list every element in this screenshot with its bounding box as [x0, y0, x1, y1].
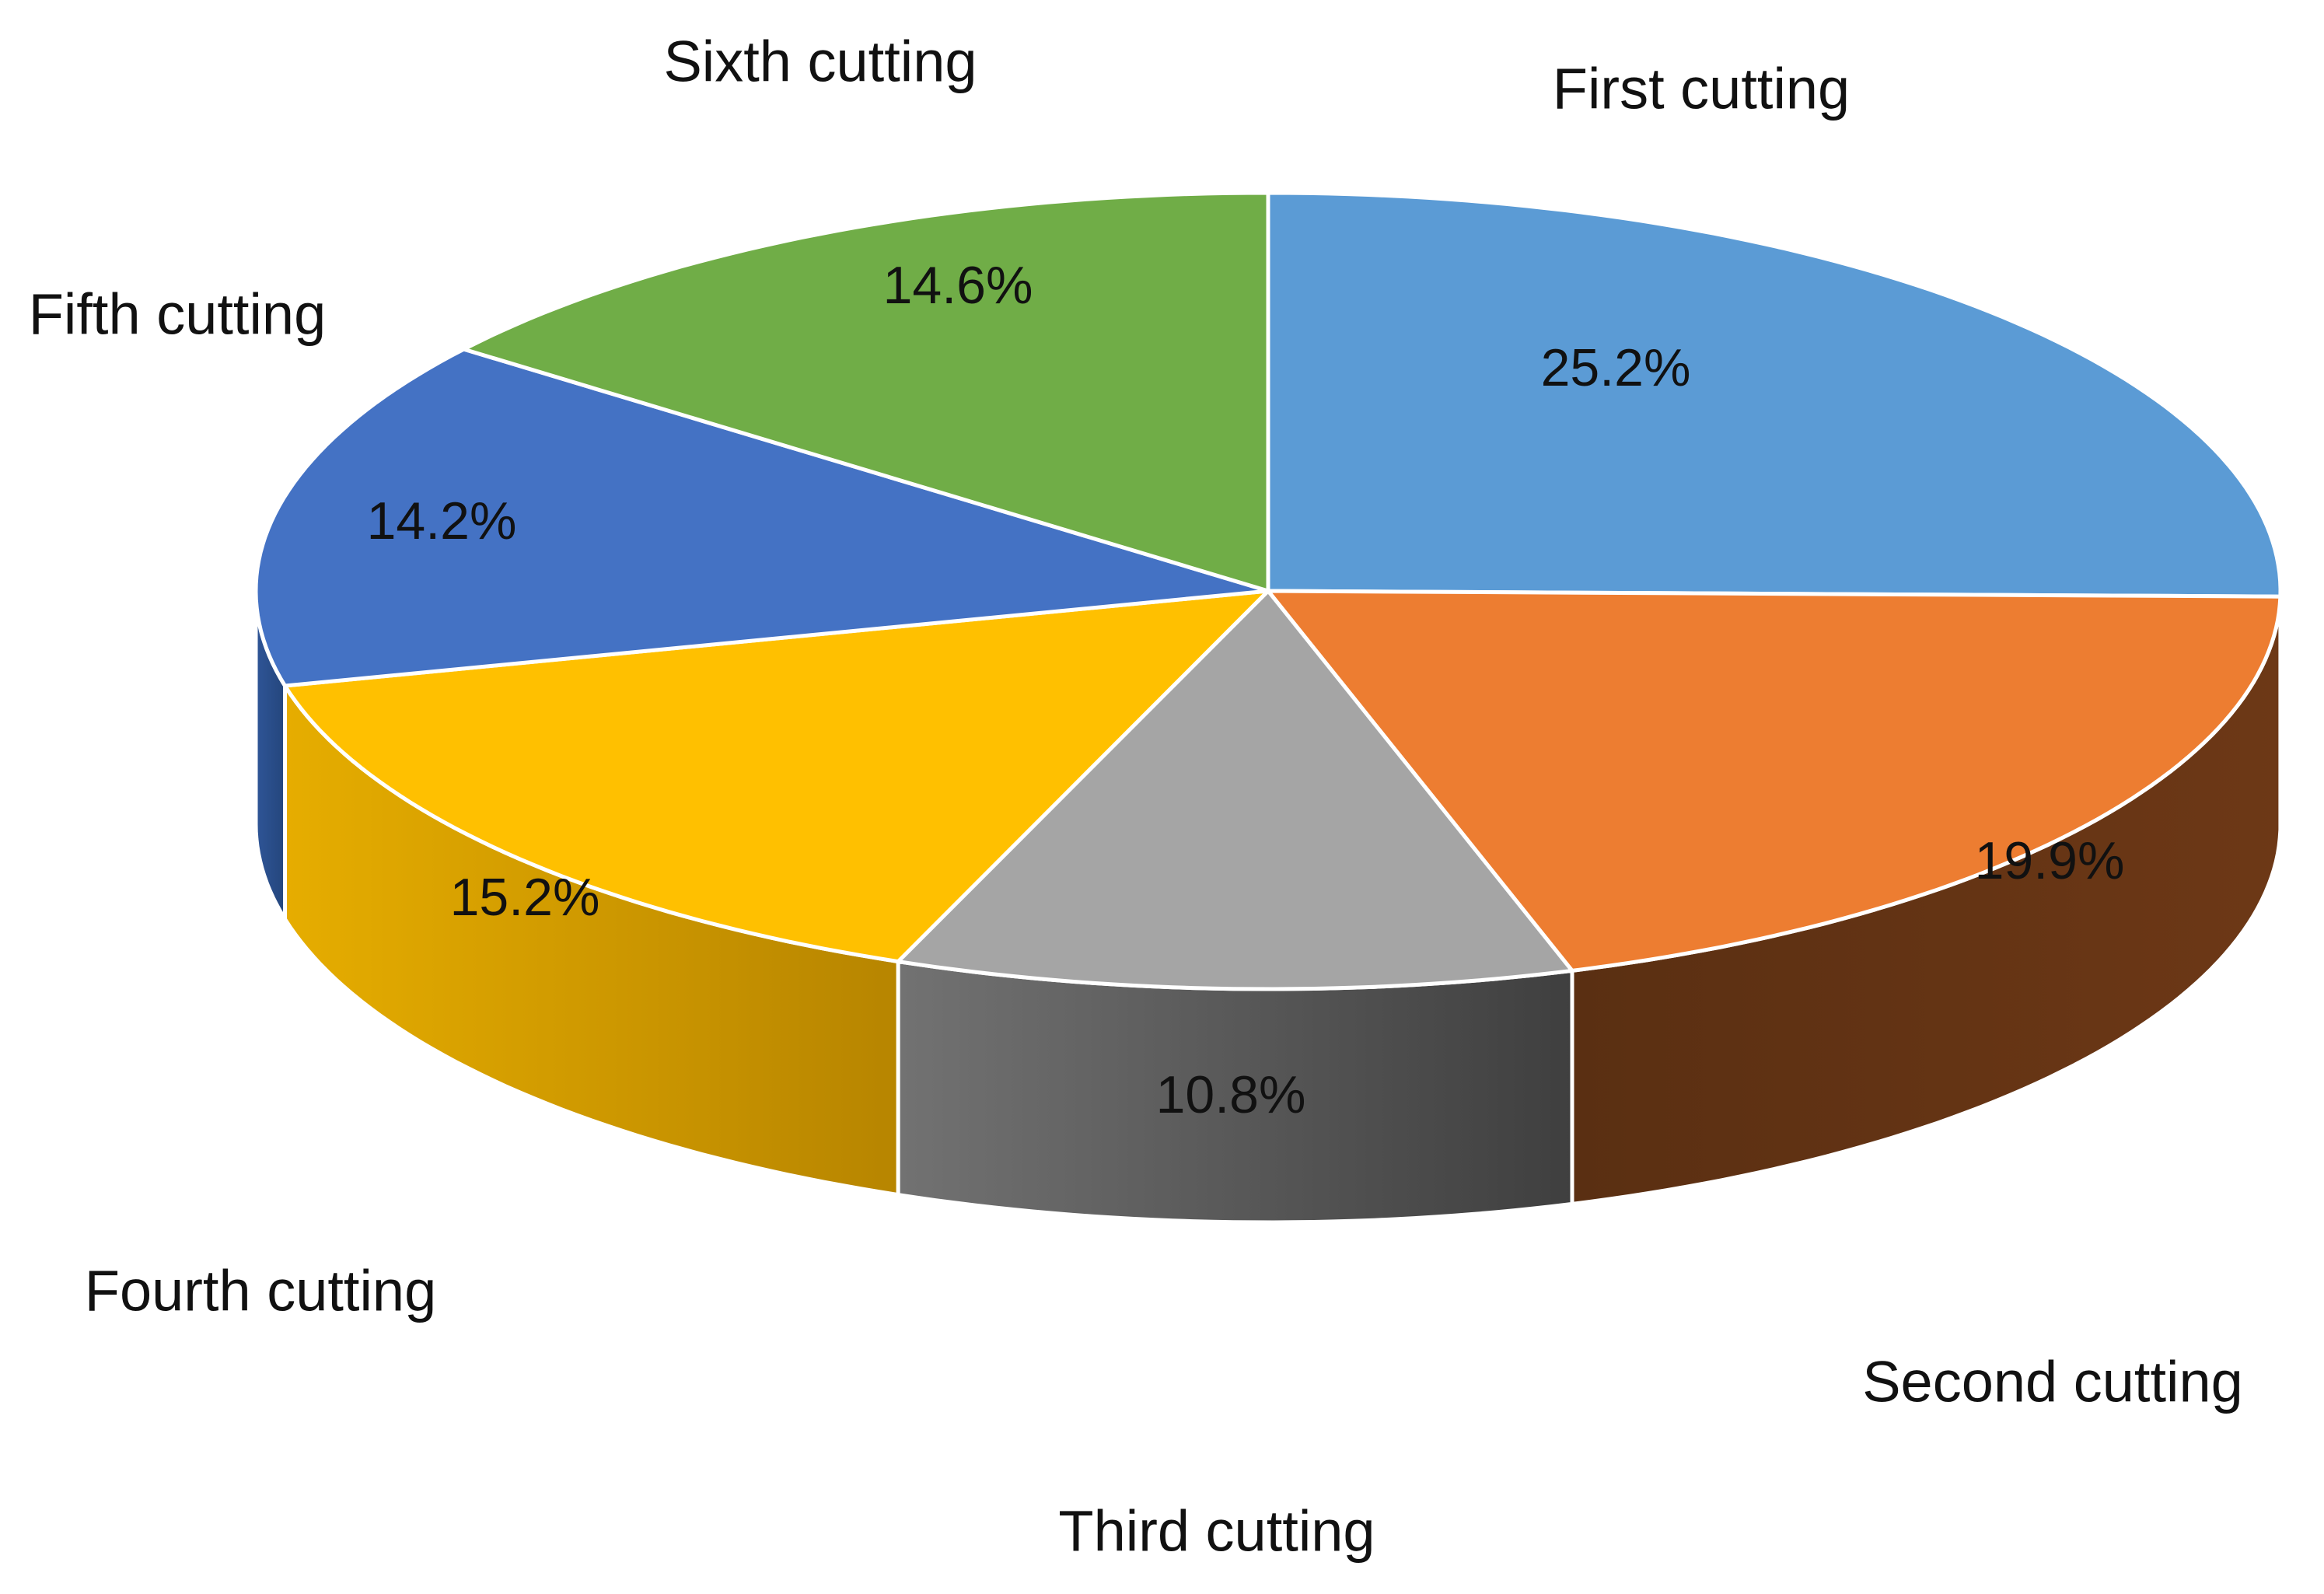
pie-top-surfaces: [253, 191, 2283, 991]
slice-category-fourth: Fourth cutting: [85, 1259, 436, 1323]
slice-category-sixth: Sixth cutting: [663, 30, 977, 94]
pie-slice-fifth: [253, 347, 1270, 688]
slice-value-labels: 25.2% 19.9% 10.8% 15.2% 14.2% 14.6%: [367, 256, 2125, 1124]
slice-value-second: 19.9%: [1975, 831, 2125, 890]
pie-slice-third: [896, 589, 1574, 991]
slice-value-fourth: 15.2%: [450, 868, 600, 927]
slice-category-fifth: Fifth cutting: [29, 282, 327, 347]
pie-slice-first: [1266, 191, 2283, 599]
pie-slice-second: [1266, 589, 2283, 973]
pie-slice-sixth: [462, 191, 1270, 593]
slice-category-second: Second cutting: [1862, 1350, 2243, 1414]
slice-category-first: First cutting: [1553, 57, 1850, 121]
slice-category-labels: First cutting Second cutting Third cutting…: [29, 30, 2243, 1564]
slice-value-first: 25.2%: [1541, 338, 1691, 397]
pie-side-walls: [253, 589, 2283, 1225]
slice-value-sixth: 14.6%: [883, 256, 1033, 315]
pie-slice-fourth: [283, 589, 1270, 964]
slice-category-third: Third cutting: [1058, 1499, 1375, 1564]
slice-value-fifth: 14.2%: [367, 491, 517, 551]
slice-value-third: 10.8%: [1156, 1065, 1306, 1124]
